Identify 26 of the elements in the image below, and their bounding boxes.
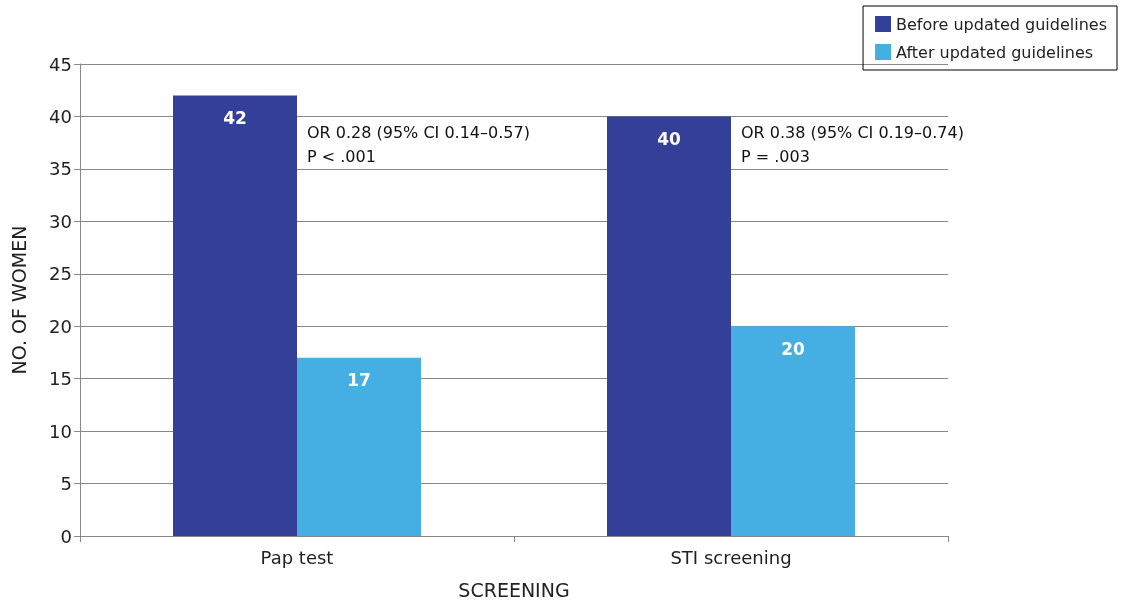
y-tick-label: 20 — [49, 315, 72, 337]
annotation: OR 0.38 (95% CI 0.19–0.74) P = .003 — [741, 122, 964, 166]
x-tick-label: STI screening — [670, 546, 792, 568]
y-tick-label: 5 — [60, 473, 72, 495]
y-tick-label: 10 — [49, 420, 72, 442]
y-tick-label: 35 — [49, 158, 72, 180]
bar — [607, 116, 731, 536]
y-tick-label: 25 — [49, 263, 72, 285]
x-axis-title: SCREENING — [458, 578, 570, 601]
y-tick-label: 45 — [49, 53, 72, 75]
bar — [297, 357, 421, 536]
y-tick-label: 15 — [49, 368, 72, 390]
y-axis-title: NO. OF WOMEN — [7, 225, 30, 375]
legend-label: Before updated guidelines — [896, 14, 1107, 34]
y-tick-label: 0 — [60, 525, 72, 547]
y-tick-label: 40 — [49, 105, 72, 127]
bar — [173, 95, 297, 536]
data-label: 42 — [223, 107, 247, 128]
bar — [731, 326, 855, 536]
data-label: 40 — [657, 128, 681, 149]
y-tick-label: 30 — [49, 210, 72, 232]
legend-label: After updated guidelines — [896, 42, 1094, 62]
data-label: 20 — [781, 338, 805, 359]
data-label: 17 — [347, 370, 371, 391]
x-tick-label: Pap test — [260, 546, 334, 568]
annotation: OR 0.28 (95% CI 0.14–0.57) P < .001 — [307, 122, 530, 166]
